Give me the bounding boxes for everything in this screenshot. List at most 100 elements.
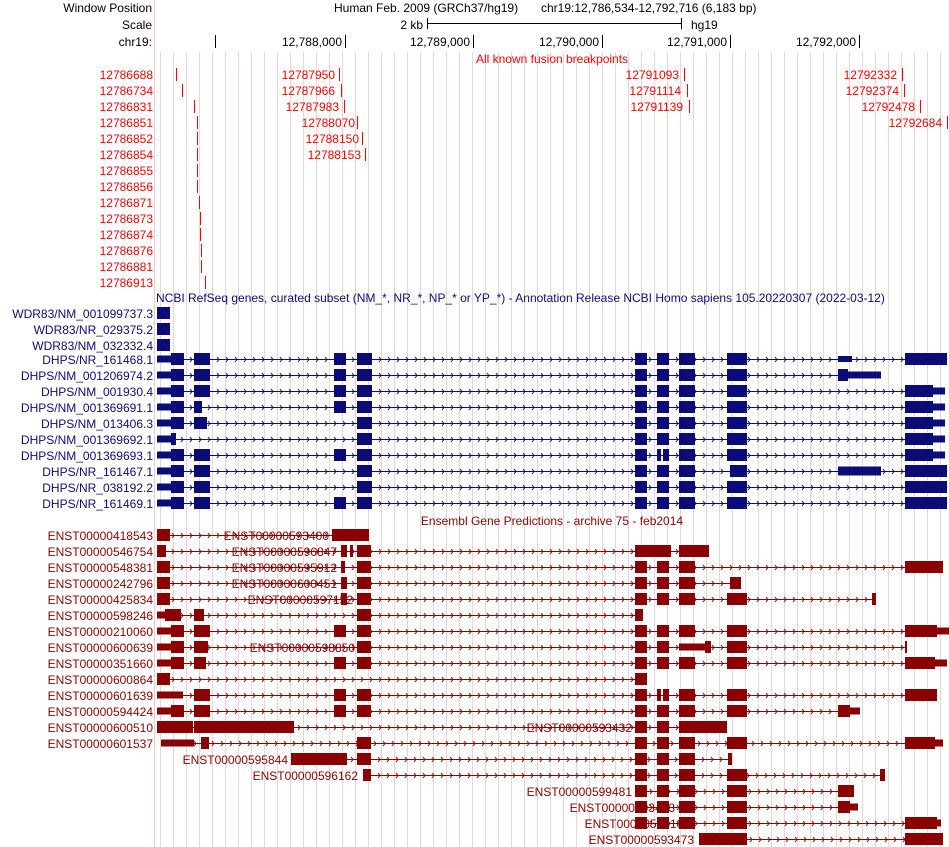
exon xyxy=(171,385,184,397)
refseq-transcript-label[interactable]: DHPS/NM_013406.3 xyxy=(41,417,153,431)
refseq-transcript-label[interactable]: WDR83/NM_001099737.3 xyxy=(12,307,153,321)
fusion-breakpoint-label[interactable]: 12792478 xyxy=(862,100,916,114)
assembly-label: Human Feb. 2009 (GRCh37/hg19) xyxy=(334,1,518,15)
strand-arrow xyxy=(216,420,220,427)
fusion-breakpoint-label[interactable]: 12788153 xyxy=(308,148,362,162)
refseq-transcript-label[interactable]: DHPS/NM_001369691.1 xyxy=(21,401,153,415)
refseq-transcript-label[interactable]: DHPS/NM_001930.4 xyxy=(41,385,153,399)
strand-arrow xyxy=(838,820,842,827)
strand-arrow xyxy=(585,404,589,411)
fusion-breakpoint-label[interactable]: 12786871 xyxy=(100,196,154,210)
fusion-breakpoint-label[interactable]: 12788070 xyxy=(302,116,356,130)
refseq-transcript-label[interactable]: DHPS/NR_161468.1 xyxy=(42,353,153,367)
exon xyxy=(171,465,184,477)
ensembl-transcript-label[interactable]: ENST00000594424 xyxy=(48,705,154,719)
refseq-transcript-label[interactable]: DHPS/NM_001369693.1 xyxy=(21,449,153,463)
ensembl-transcript-label[interactable]: ENST00000593473 xyxy=(589,833,695,847)
fusion-breakpoint-label[interactable]: 12786852 xyxy=(100,132,154,146)
fusion-breakpoint-label[interactable]: 12786851 xyxy=(100,116,154,130)
strand-arrow xyxy=(225,708,229,715)
strand-arrow xyxy=(792,596,796,603)
strand-arrow xyxy=(612,388,616,395)
exon xyxy=(357,497,372,509)
strand-arrow xyxy=(882,500,886,507)
strand-arrow xyxy=(432,676,436,683)
fusion-breakpoint-label[interactable]: 12792332 xyxy=(844,68,898,82)
fusion-breakpoint-label[interactable]: 12791139 xyxy=(631,100,684,114)
ensembl-transcript-label[interactable]: ENST00000418543 xyxy=(48,529,154,543)
strand-arrow xyxy=(207,420,211,427)
ensembl-transcript-label[interactable]: ENST00000548381 xyxy=(48,561,154,575)
strand-arrow xyxy=(783,468,787,475)
strand-arrow xyxy=(274,740,278,747)
refseq-transcript-label[interactable]: DHPS/NM_001369692.1 xyxy=(21,433,153,447)
strand-arrow xyxy=(828,660,832,667)
ensembl-transcript-label[interactable]: ENST00000351660 xyxy=(48,657,154,671)
fusion-breakpoint-label[interactable]: 12792374 xyxy=(846,84,900,98)
ensembl-transcript-label[interactable]: ENST00000242796 xyxy=(48,577,154,591)
ensembl-transcript-label[interactable]: ENST00000595844 xyxy=(183,753,289,767)
strand-arrow xyxy=(468,548,472,555)
ensembl-transcript-label[interactable]: ENST00000546754 xyxy=(48,545,154,559)
strand-arrow xyxy=(396,420,400,427)
ensembl-transcript-label[interactable]: ENST00000599481 xyxy=(527,785,633,799)
ensembl-transcript-label[interactable]: ENST00000601639 xyxy=(48,689,154,703)
fusion-breakpoint-label[interactable]: 12786854 xyxy=(100,148,154,162)
strand-arrow xyxy=(279,500,283,507)
strand-arrow xyxy=(432,452,436,459)
fusion-breakpoint-label[interactable]: 12788150 xyxy=(306,132,360,146)
refseq-transcript-label[interactable]: DHPS/NM_001206974.2 xyxy=(21,369,153,383)
strand-arrow xyxy=(616,740,620,747)
fusion-breakpoint-label[interactable]: 12791093 xyxy=(626,68,680,82)
strand-arrow xyxy=(216,388,220,395)
exon xyxy=(935,659,947,667)
ensembl-transcript-label[interactable]: ENST00000210060 xyxy=(48,625,154,639)
fusion-breakpoint-label[interactable]: 12786874 xyxy=(100,228,154,242)
fusion-breakpoint-label[interactable]: 12786831 xyxy=(100,100,154,114)
strand-arrow xyxy=(351,452,355,459)
strand-arrow xyxy=(792,388,796,395)
strand-arrow xyxy=(649,788,653,795)
ensembl-transcript-label[interactable]: ENST00000593423 xyxy=(570,801,676,815)
ensembl-transcript-label[interactable]: ENST00000600639 xyxy=(48,641,154,655)
fusion-breakpoint-label[interactable]: 12791114 xyxy=(629,84,681,98)
fusion-breakpoint-label[interactable]: 12786913 xyxy=(100,276,154,290)
refseq-transcript-label[interactable]: DHPS/NR_161467.1 xyxy=(42,465,153,479)
refseq-transcript-label[interactable]: WDR83/NM_032332.4 xyxy=(32,339,153,353)
strand-arrow xyxy=(891,452,895,459)
ensembl-transcript-label[interactable]: ENST00000600510 xyxy=(48,721,154,735)
strand-arrow xyxy=(873,356,877,363)
fusion-track-title[interactable]: All known fusion breakpoints xyxy=(476,52,628,66)
strand-arrow xyxy=(783,660,787,667)
fusion-breakpoint-label[interactable]: 12786688 xyxy=(100,68,154,82)
ensembl-track-title[interactable]: Ensembl Gene Predictions - archive 75 - … xyxy=(421,514,683,528)
fusion-breakpoint-label[interactable]: 12787983 xyxy=(286,100,340,114)
strand-arrow xyxy=(441,372,445,379)
ensembl-transcript-label[interactable]: ENST00000596162 xyxy=(253,769,359,783)
fusion-breakpoint-label[interactable]: 12786873 xyxy=(100,212,154,226)
strand-arrow xyxy=(404,756,408,763)
strand-arrow xyxy=(748,820,752,827)
refseq-transcript-label[interactable]: WDR83/NR_029375.2 xyxy=(34,323,154,337)
strand-arrow xyxy=(216,356,220,363)
fusion-breakpoint-label[interactable]: 12792684 xyxy=(889,116,943,130)
exon xyxy=(727,737,747,749)
refseq-track-title[interactable]: NCBI RefSeq genes, curated subset (NM_*,… xyxy=(156,291,885,305)
ensembl-transcript-label[interactable]: ENST00000598246 xyxy=(48,609,154,623)
ensembl-transcript-label[interactable]: ENST00000601537 xyxy=(48,737,154,751)
fusion-breakpoint-label[interactable]: 12786876 xyxy=(100,244,154,258)
fusion-breakpoint-label[interactable]: 12786881 xyxy=(100,260,154,274)
ensembl-transcript-label[interactable]: ENST00000600864 xyxy=(48,673,154,687)
strand-arrow xyxy=(279,628,283,635)
fusion-breakpoint-label[interactable]: 12786855 xyxy=(100,164,154,178)
refseq-transcript-label[interactable]: DHPS/NR_038192.2 xyxy=(42,481,153,495)
fusion-breakpoint-label[interactable]: 12786734 xyxy=(100,84,154,98)
ensembl-transcript-label[interactable]: ENST00000425834 xyxy=(48,593,154,607)
fusion-breakpoint-label[interactable]: 12786856 xyxy=(100,180,154,194)
strand-arrow xyxy=(603,692,607,699)
fusion-breakpoint-label[interactable]: 12787950 xyxy=(282,68,336,82)
strand-arrow xyxy=(378,644,382,651)
refseq-transcript-label[interactable]: DHPS/NR_161469.1 xyxy=(42,497,153,511)
fusion-breakpoint-label[interactable]: 12787966 xyxy=(282,84,336,98)
